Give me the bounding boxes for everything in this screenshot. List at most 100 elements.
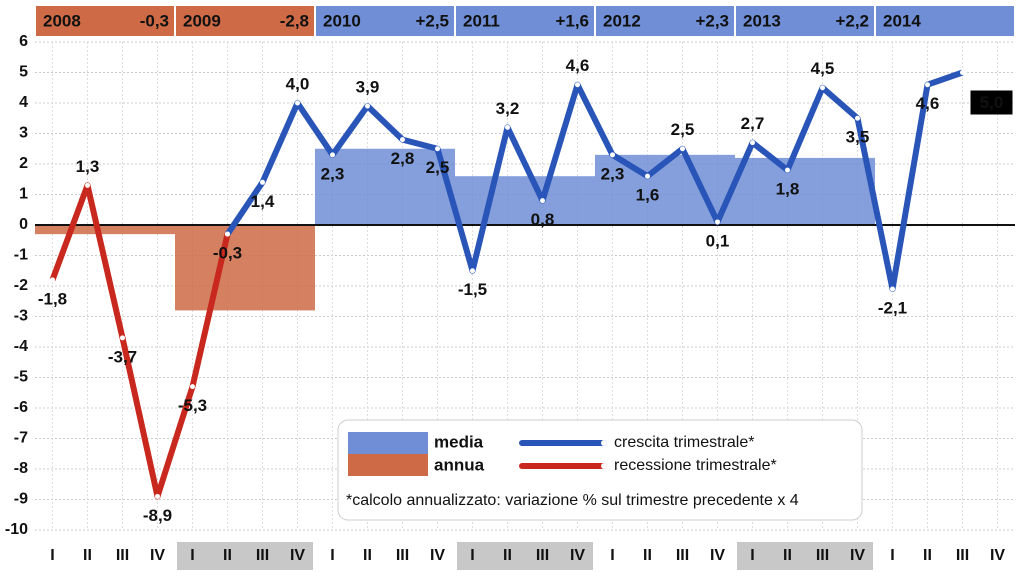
point [820, 85, 825, 90]
y-tick-label: 5 [19, 64, 28, 81]
x-tick-label: I [750, 547, 754, 564]
value-label: -8,9 [143, 506, 172, 525]
point [645, 174, 650, 179]
x-tick-label: II [503, 547, 512, 564]
legend-label: crescita trimestrale* [614, 434, 754, 451]
point [925, 82, 930, 87]
value-label: 2,7 [741, 114, 765, 133]
value-label: 2,3 [601, 164, 625, 183]
point [470, 268, 475, 273]
annual-label: -0,3 [140, 11, 169, 30]
x-tick-label: IV [570, 547, 585, 564]
annual-label: +2,3 [695, 11, 729, 30]
y-tick-label: 0 [19, 216, 28, 233]
value-label: -1,5 [458, 280, 487, 299]
value-label: 1,8 [776, 180, 800, 199]
annual-bar [455, 176, 595, 225]
annual-label: +2,5 [415, 11, 449, 30]
point [85, 183, 90, 188]
x-tick-label: II [923, 547, 932, 564]
x-tick-label: I [50, 547, 54, 564]
point [190, 384, 195, 389]
point [435, 146, 440, 151]
year-label: 2014 [883, 11, 921, 30]
x-tick-label: III [396, 547, 409, 564]
x-tick-label: II [83, 547, 92, 564]
value-label: 5,0 [980, 93, 1004, 112]
legend-label: media [434, 432, 484, 451]
point [505, 125, 510, 130]
point [120, 335, 125, 340]
x-tick-label: IV [990, 547, 1005, 564]
value-label: -3,7 [108, 347, 137, 366]
legend-label: recessione trimestrale* [614, 457, 777, 474]
legend-swatch [348, 432, 428, 454]
y-tick-label: -9 [14, 491, 28, 508]
x-tick-label: I [190, 547, 194, 564]
year-label: 2008 [43, 11, 81, 30]
point [330, 152, 335, 157]
x-tick-label: II [783, 547, 792, 564]
point [295, 101, 300, 106]
value-label: -5,3 [178, 396, 207, 415]
y-tick-label: -4 [14, 338, 28, 355]
point [890, 287, 895, 292]
y-tick-label: -2 [14, 277, 28, 294]
y-tick-label: -8 [14, 460, 28, 477]
chart: 6543210-1-2-3-4-5-6-7-8-9-10IIIIIIIVIIII… [0, 0, 1024, 573]
point [225, 232, 230, 237]
value-label: 0,8 [531, 210, 555, 229]
year-label: 2012 [603, 11, 641, 30]
x-tick-label: III [956, 547, 969, 564]
x-tick-label: IV [290, 547, 305, 564]
y-tick-label: -1 [14, 247, 28, 264]
value-label: -1,8 [38, 289, 67, 308]
point [750, 140, 755, 145]
point [260, 180, 265, 185]
x-tick-label: II [363, 547, 372, 564]
year-label: 2013 [743, 11, 781, 30]
y-tick-label: -5 [14, 369, 28, 386]
x-tick-label: IV [430, 547, 445, 564]
x-tick-label: III [676, 547, 689, 564]
value-label: 2,5 [671, 120, 695, 139]
x-tick-label: III [816, 547, 829, 564]
y-tick-label: 6 [19, 33, 28, 50]
value-label: 2,3 [321, 164, 345, 183]
legend-dot [601, 440, 607, 446]
annual-label: +1,6 [555, 11, 589, 30]
value-label: 4,5 [811, 59, 835, 78]
y-tick-label: -7 [14, 430, 28, 447]
point [575, 82, 580, 87]
point [610, 152, 615, 157]
point [400, 137, 405, 142]
point [715, 219, 720, 224]
value-label: 1,6 [636, 186, 660, 205]
x-tick-label: IV [710, 547, 725, 564]
value-label: 1,4 [251, 192, 275, 211]
value-label: 0,1 [706, 231, 730, 250]
y-tick-label: 2 [19, 155, 28, 172]
x-tick-label: III [116, 547, 129, 564]
x-tick-label: I [610, 547, 614, 564]
y-tick-label: -6 [14, 399, 28, 416]
year-label: 2011 [463, 11, 500, 30]
value-label: 3,2 [496, 99, 520, 118]
note: *calcolo annualizzato: variazione % sul … [346, 492, 799, 509]
value-label: 3,5 [846, 128, 870, 147]
x-tick-label: I [890, 547, 894, 564]
year-label: 2010 [323, 11, 361, 30]
value-label: -2,1 [878, 299, 907, 318]
value-label: 4,6 [916, 94, 940, 113]
point [155, 494, 160, 499]
value-label: 1,3 [76, 157, 100, 176]
y-tick-label: 4 [19, 94, 28, 111]
x-tick-label: III [536, 547, 549, 564]
value-label: 2,8 [391, 149, 415, 168]
value-label: 2,5 [426, 158, 450, 177]
value-label: -0,3 [213, 244, 242, 263]
annual-bar [175, 225, 315, 310]
point [540, 198, 545, 203]
value-label: 4,0 [286, 74, 310, 93]
year-label: 2009 [183, 11, 221, 30]
